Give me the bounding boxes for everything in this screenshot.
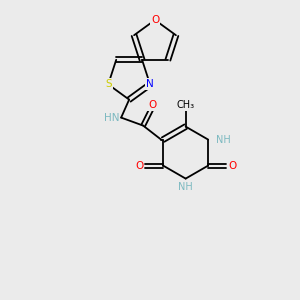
Text: HN: HN <box>103 112 119 123</box>
Text: O: O <box>148 100 156 110</box>
Text: O: O <box>151 15 159 25</box>
Text: NH: NH <box>178 182 193 192</box>
Text: O: O <box>228 160 236 171</box>
Text: CH₃: CH₃ <box>177 100 195 110</box>
Text: O: O <box>135 160 143 171</box>
Text: N: N <box>146 80 154 89</box>
Text: NH: NH <box>216 135 231 145</box>
Text: S: S <box>105 80 112 89</box>
